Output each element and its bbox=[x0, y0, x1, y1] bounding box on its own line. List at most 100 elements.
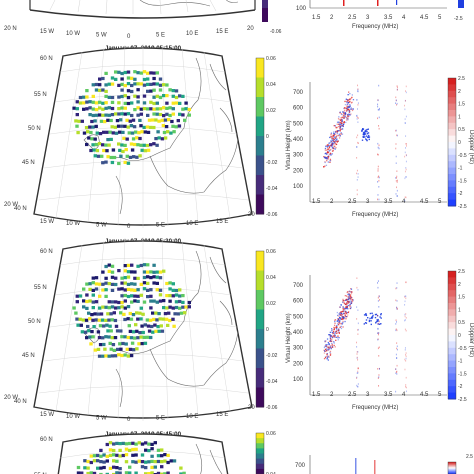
radar-cell bbox=[86, 466, 90, 470]
echo-point bbox=[324, 350, 326, 352]
radar-cell bbox=[112, 453, 116, 457]
echo-point bbox=[405, 168, 407, 171]
radar-cell bbox=[114, 324, 119, 328]
echo-point bbox=[362, 128, 364, 130]
echo-point bbox=[395, 368, 397, 370]
radar-cell bbox=[78, 101, 83, 105]
radar-cell bbox=[98, 294, 102, 298]
echo-point bbox=[331, 336, 333, 338]
echo-point bbox=[326, 144, 328, 146]
echo-point bbox=[347, 119, 349, 121]
radar-cell bbox=[153, 460, 157, 464]
radar-cell bbox=[142, 263, 147, 267]
echo-point bbox=[357, 117, 359, 119]
echo-point bbox=[350, 302, 353, 304]
radar-cell bbox=[131, 118, 136, 122]
echo-point bbox=[405, 143, 407, 145]
radar-cell bbox=[104, 101, 108, 105]
echo-point bbox=[351, 291, 353, 293]
echo-point bbox=[339, 122, 341, 124]
colorbar-tick: 0.04 bbox=[266, 275, 276, 281]
echo-point bbox=[395, 328, 397, 330]
radar-cell bbox=[156, 459, 161, 464]
radar-cell bbox=[136, 71, 140, 75]
radar-cell bbox=[75, 317, 79, 321]
lon-label: 0 bbox=[127, 417, 131, 423]
radar-cell bbox=[114, 131, 119, 135]
echo-point bbox=[333, 342, 335, 344]
radar-cell bbox=[112, 311, 116, 315]
echo-point bbox=[348, 106, 350, 108]
radar-cell bbox=[85, 100, 89, 104]
echo-point bbox=[374, 313, 377, 316]
echo-point bbox=[332, 137, 334, 139]
doppler-cb-tick: 1 bbox=[458, 307, 461, 313]
radar-cell bbox=[75, 107, 79, 111]
doppler-cb-segment bbox=[448, 335, 456, 342]
radar-cell bbox=[148, 125, 153, 129]
echo-point bbox=[340, 132, 342, 134]
radar-cell bbox=[146, 130, 151, 134]
echo-point bbox=[330, 133, 332, 135]
radar-cell bbox=[126, 89, 131, 93]
radar-cell bbox=[126, 70, 131, 74]
radar-cell bbox=[150, 324, 154, 329]
echo-point bbox=[335, 330, 337, 332]
doppler-cb-tick: -2.5 bbox=[458, 397, 467, 403]
echo-point bbox=[405, 160, 407, 163]
echo-point bbox=[395, 353, 397, 356]
echo-point bbox=[349, 104, 351, 106]
echo-point bbox=[368, 319, 371, 322]
echo-point bbox=[329, 346, 331, 348]
radar-cell bbox=[152, 88, 156, 92]
echo-point bbox=[338, 332, 340, 334]
echo-point bbox=[342, 322, 344, 324]
echo-point bbox=[340, 113, 342, 115]
echo-point bbox=[404, 100, 406, 102]
echo-point bbox=[341, 318, 344, 321]
colorbar-border bbox=[255, 432, 265, 474]
echo-point bbox=[346, 108, 348, 111]
echo-point bbox=[348, 295, 350, 297]
echo-point bbox=[404, 349, 406, 351]
echo-point bbox=[357, 142, 359, 144]
xlabel: Frequency (MHz) bbox=[352, 405, 398, 411]
echo-point bbox=[349, 101, 351, 103]
radar-cell bbox=[83, 459, 87, 463]
radar-cell bbox=[136, 264, 140, 268]
echo-point bbox=[338, 123, 340, 125]
radar-cell bbox=[165, 83, 169, 87]
lat-label: 55 N bbox=[34, 92, 47, 98]
radar-cell bbox=[88, 125, 92, 129]
radar-cell bbox=[126, 101, 131, 106]
echo-point bbox=[333, 131, 335, 133]
echo-point bbox=[342, 306, 344, 308]
echo-point bbox=[404, 99, 406, 102]
radar-cell bbox=[98, 77, 102, 81]
radar-cell bbox=[133, 288, 137, 292]
doppler-cb-segment bbox=[448, 360, 456, 368]
echo-point bbox=[338, 337, 340, 339]
echo-point bbox=[347, 106, 349, 109]
radar-cell bbox=[93, 312, 97, 316]
echo-point bbox=[340, 121, 342, 124]
radar-cell bbox=[104, 71, 108, 75]
radar-cell bbox=[77, 119, 81, 123]
doppler-cb-segment bbox=[448, 78, 456, 85]
radar-cell bbox=[105, 149, 109, 153]
echo-point bbox=[347, 100, 349, 102]
radar-cell bbox=[155, 275, 159, 279]
echo-point bbox=[378, 368, 380, 370]
radar-cell bbox=[128, 119, 132, 123]
colorbar-strip-top bbox=[262, 0, 268, 8]
echo-point bbox=[367, 317, 369, 319]
colorbar-segment bbox=[256, 77, 264, 98]
echo-point bbox=[395, 129, 397, 132]
echo-point bbox=[356, 286, 358, 289]
radar-cell bbox=[174, 288, 179, 293]
echo-point bbox=[405, 354, 407, 356]
doppler-cb-tick: -1 bbox=[458, 166, 463, 172]
echo-point bbox=[324, 356, 327, 359]
radar-cell bbox=[104, 294, 108, 298]
